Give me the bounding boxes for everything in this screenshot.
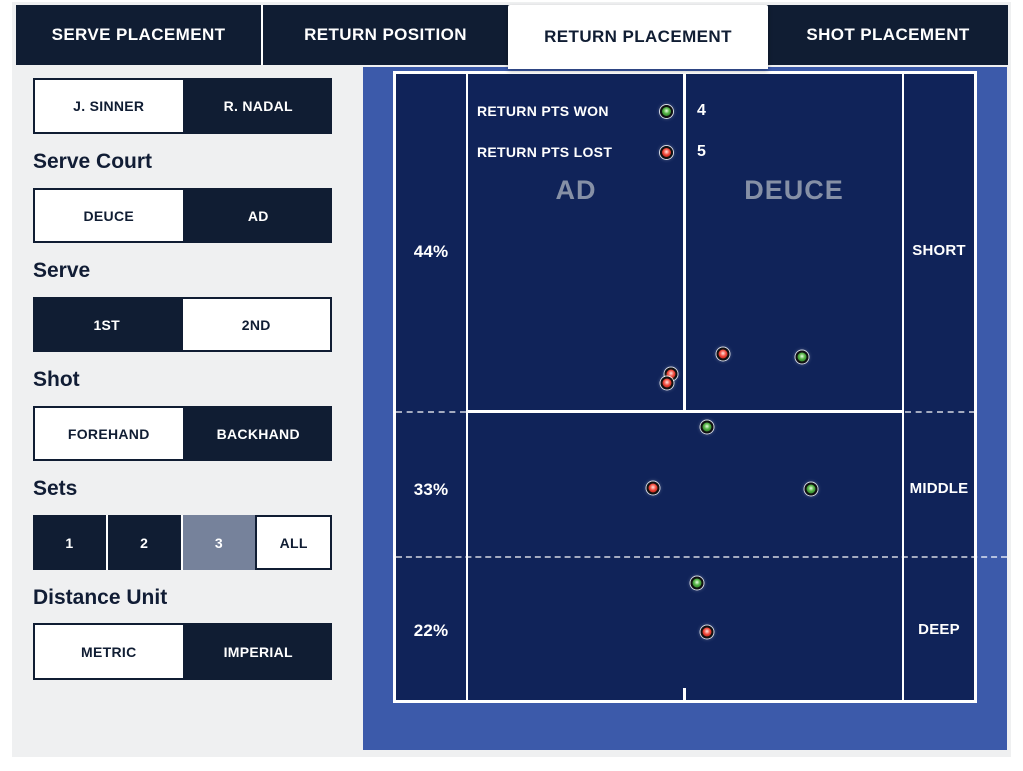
legend-won-label: RETURN PTS WON bbox=[477, 103, 609, 119]
serve-court-option-ad[interactable]: AD bbox=[184, 188, 332, 243]
middle-deep-dashed-line bbox=[396, 556, 1007, 558]
return-dot-lost bbox=[716, 347, 730, 361]
sets-option-all[interactable]: ALL bbox=[255, 515, 332, 570]
green-dot-icon bbox=[660, 104, 673, 118]
center-service-line bbox=[683, 71, 686, 412]
right-sideline bbox=[902, 71, 904, 703]
short-zone-label: SHORT bbox=[912, 242, 966, 259]
middle-zone-percentage: 33% bbox=[413, 480, 449, 499]
legend-row-won: RETURN PTS WON 4 bbox=[477, 97, 706, 125]
distance-unit-toggle: METRIC IMPERIAL bbox=[33, 623, 332, 680]
shot-option-forehand[interactable]: FOREHAND bbox=[33, 406, 185, 461]
shot-heading: Shot bbox=[33, 368, 80, 391]
distance-unit-heading: Distance Unit bbox=[33, 586, 168, 609]
middle-zone-label: MIDDLE bbox=[909, 480, 969, 497]
deep-zone-label: DEEP bbox=[918, 621, 960, 638]
serve-toggle: 1ST 2ND bbox=[33, 297, 332, 352]
distance-unit-option-imperial[interactable]: IMPERIAL bbox=[184, 623, 332, 680]
player-toggle: J. SINNER R. NADAL bbox=[33, 78, 332, 134]
center-mark bbox=[683, 688, 686, 703]
return-dot-won bbox=[690, 576, 704, 590]
return-dot-lost bbox=[646, 481, 660, 495]
short-zone-dashed-line-right bbox=[905, 411, 975, 413]
sets-option-3[interactable]: 3 bbox=[180, 515, 256, 570]
distance-unit-option-metric[interactable]: METRIC bbox=[33, 623, 185, 680]
player-option-sinner[interactable]: J. SINNER bbox=[33, 78, 185, 134]
player-option-nadal[interactable]: R. NADAL bbox=[184, 78, 332, 134]
shot-option-backhand[interactable]: BACKHAND bbox=[184, 406, 332, 461]
legend-lost-value: 5 bbox=[697, 143, 706, 160]
return-dot-won bbox=[795, 350, 809, 364]
serve-option-1st[interactable]: 1ST bbox=[33, 297, 181, 352]
deep-zone-percentage: 22% bbox=[413, 621, 449, 640]
legend-lost-label: RETURN PTS LOST bbox=[477, 144, 613, 160]
sets-option-1[interactable]: 1 bbox=[33, 515, 106, 570]
serve-heading: Serve bbox=[33, 259, 91, 282]
return-placement-court: RETURN PTS WON 4 RETURN PTS LOST 5 AD DE… bbox=[363, 67, 1007, 750]
return-dot-won bbox=[804, 482, 818, 496]
sets-option-2[interactable]: 2 bbox=[105, 515, 181, 570]
return-dot-won bbox=[700, 420, 714, 434]
tab-return-position[interactable]: RETURN POSITION bbox=[304, 25, 467, 44]
shot-toggle: FOREHAND BACKHAND bbox=[33, 406, 332, 461]
top-tab-bar: SERVE PLACEMENT RETURN POSITION RETURN P… bbox=[16, 5, 1008, 69]
serve-court-option-deuce[interactable]: DEUCE bbox=[33, 188, 185, 243]
tab-serve-placement[interactable]: SERVE PLACEMENT bbox=[16, 5, 263, 65]
tab-return-placement[interactable]: RETURN PLACEMENT bbox=[508, 5, 768, 69]
short-zone-dashed-line-left bbox=[396, 411, 466, 413]
deuce-court-label: DEUCE bbox=[744, 175, 844, 205]
sets-heading: Sets bbox=[33, 477, 78, 500]
serve-option-2nd[interactable]: 2ND bbox=[180, 297, 332, 352]
serve-court-toggle: DEUCE AD bbox=[33, 188, 332, 243]
legend-won-value: 4 bbox=[697, 102, 706, 119]
short-zone-percentage: 44% bbox=[413, 242, 449, 261]
ad-court-label: AD bbox=[555, 175, 597, 205]
return-dot-lost bbox=[700, 625, 714, 639]
legend-row-lost: RETURN PTS LOST 5 bbox=[477, 138, 706, 166]
filter-sidebar: J. SINNER R. NADAL Serve Court DEUCE AD … bbox=[33, 78, 332, 680]
tab-shot-placement[interactable]: SHOT PLACEMENT bbox=[806, 25, 970, 44]
serve-court-heading: Serve Court bbox=[33, 150, 153, 173]
return-dot-lost bbox=[660, 376, 674, 390]
left-sideline bbox=[466, 71, 468, 703]
service-line bbox=[466, 410, 904, 413]
sets-toggle: 1 2 3 ALL bbox=[33, 515, 332, 570]
red-dot-icon bbox=[660, 145, 673, 159]
